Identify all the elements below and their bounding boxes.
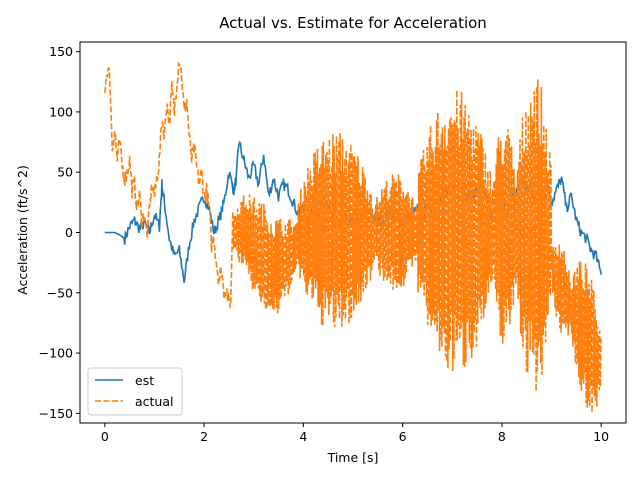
x-tick-label: 8 <box>498 429 506 444</box>
y-tick-label: 0 <box>65 225 73 240</box>
series-group <box>104 61 602 413</box>
y-tick-label: 50 <box>57 165 73 180</box>
x-tick-label: 6 <box>399 429 407 444</box>
y-tick-label: 150 <box>49 44 73 59</box>
x-tick-label: 0 <box>101 429 109 444</box>
x-axis-label: Time [s] <box>327 450 379 465</box>
y-tick-label: −50 <box>47 285 73 300</box>
x-tick-label: 10 <box>593 429 609 444</box>
series-line-actual <box>104 61 602 413</box>
plot-area: 0 2 4 6 8 10 −150 −100 −50 0 50 100 150 est actual <box>39 41 627 444</box>
chart-title: Actual vs. Estimate for Acceleration <box>219 14 487 32</box>
legend-label-est: est <box>135 373 154 388</box>
x-tick-label: 4 <box>299 429 307 444</box>
legend-label-actual: actual <box>135 394 174 409</box>
x-tick-label: 2 <box>200 429 208 444</box>
y-tick-label: −100 <box>39 346 73 361</box>
legend: est actual <box>87 367 183 416</box>
y-axis-label: Acceleration (ft/s^2) <box>15 165 30 295</box>
y-tick-label: 100 <box>49 104 73 119</box>
y-tick-label: −150 <box>39 406 73 421</box>
